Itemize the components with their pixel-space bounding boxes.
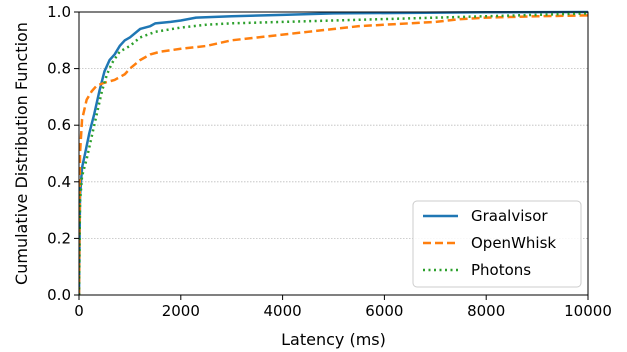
y-tick-label: 1.0 bbox=[47, 3, 71, 21]
x-tick-label: 8000 bbox=[467, 302, 505, 320]
y-tick-label: 0.2 bbox=[47, 229, 71, 247]
legend-box bbox=[412, 200, 582, 288]
plot-frame bbox=[78, 11, 589, 296]
legend-label: OpenWhisk bbox=[471, 234, 556, 252]
x-axis-label: Latency (ms) bbox=[281, 330, 386, 349]
x-tick-label: 10000 bbox=[564, 302, 612, 320]
x-tick-label: 2000 bbox=[162, 302, 200, 320]
legend-label: Photons bbox=[471, 261, 531, 279]
y-axis-ticks: 0.0 0.2 0.4 0.6 0.8 1.0 bbox=[47, 3, 79, 304]
y-tick-label: 0.8 bbox=[47, 60, 71, 78]
y-tick-label: 0.4 bbox=[47, 173, 71, 191]
x-tick-label: 6000 bbox=[365, 302, 403, 320]
y-tick-label: 0.0 bbox=[47, 286, 71, 304]
series-line-openwhisk bbox=[79, 14, 588, 295]
series-line-graalvisor bbox=[79, 10, 588, 295]
legend: Graalvisor OpenWhisk Photons bbox=[412, 200, 582, 288]
legend-label: Graalvisor bbox=[471, 207, 548, 225]
x-tick-label: 0 bbox=[74, 302, 84, 320]
y-axis-label: Cumulative Distribution Function bbox=[12, 22, 31, 285]
series-lines bbox=[79, 10, 588, 295]
y-tick-label: 0.6 bbox=[47, 116, 71, 134]
x-tick-label: 4000 bbox=[264, 302, 302, 320]
x-axis-ticks: 0 2000 4000 6000 8000 10000 bbox=[74, 295, 612, 320]
